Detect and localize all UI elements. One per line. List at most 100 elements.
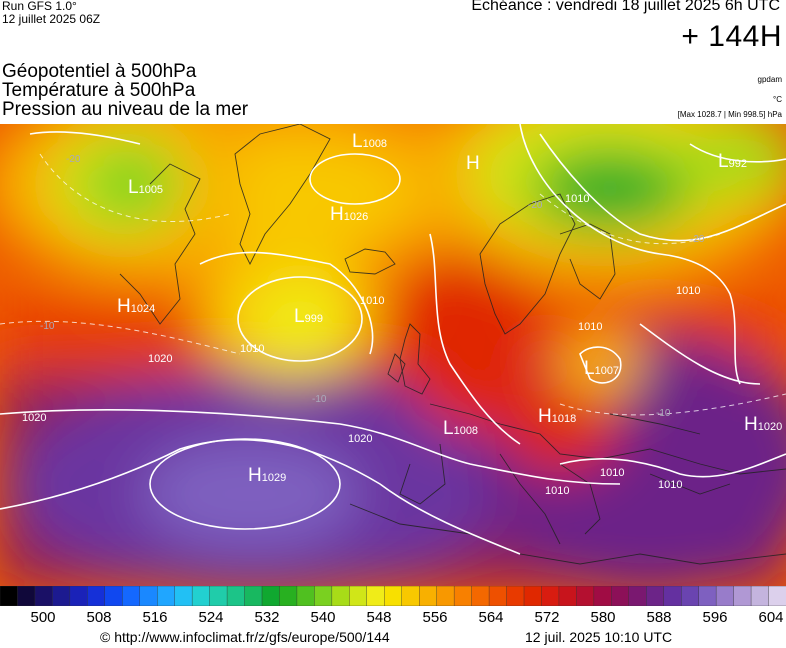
color-scale-cell: [122, 586, 141, 606]
color-scale-cell: [0, 586, 19, 606]
color-scale-cell: [541, 586, 560, 606]
color-scale-tick: 516: [142, 609, 168, 626]
field-pressure: Pression au niveau de la mer: [2, 99, 249, 120]
field-list: Géopotentiel à 500hPa Température à 500h…: [2, 62, 248, 119]
color-scale-cell: [715, 586, 735, 606]
color-scale-tick: 540: [310, 609, 336, 626]
pressure-center: H1020: [744, 414, 782, 435]
pressure-center: L992: [718, 151, 747, 172]
coastlines: [119, 124, 786, 565]
generated-time: 12 juil. 2025 10:10 UTC: [525, 629, 673, 645]
unit-pressure-range: [Max 1028.7 | Min 998.5] hPa: [677, 110, 782, 119]
color-scale-cell: [384, 586, 403, 606]
color-scale-cell: [558, 586, 578, 606]
isobar-label: 1010: [658, 479, 682, 491]
unit-geopotential: gpdam: [757, 75, 782, 84]
color-scale-cell: [681, 586, 700, 606]
color-scale-tick: 588: [646, 609, 672, 626]
pressure-center: L999: [294, 306, 323, 327]
color-scale-tick: 548: [366, 609, 392, 626]
pressure-center: H1018: [538, 406, 576, 427]
unit-temperature: °C: [773, 95, 782, 104]
color-scale-cell: [139, 586, 158, 606]
color-scale-cell: [174, 586, 193, 606]
isobar-label: 1010: [565, 193, 589, 205]
pressure-center: L1005: [128, 177, 163, 198]
color-scale-tick: 580: [590, 609, 616, 626]
isobars: [0, 124, 786, 555]
color-scale-cell: [663, 586, 682, 606]
color-scale-cell: [279, 586, 298, 606]
color-scale-cell: [331, 586, 351, 606]
color-scale: [0, 586, 786, 606]
color-scale-cell: [69, 586, 89, 606]
isotherms: [0, 153, 786, 416]
color-scale-ticks: 500 508 516 524 532 540 548 556 564 572 580 588 596 6…: [0, 606, 786, 630]
run-date: 12 juillet 2025 06Z: [2, 12, 101, 26]
geopotential-field: [0, 124, 786, 586]
color-scale-cell: [576, 586, 595, 606]
color-scale-cell: [314, 586, 333, 606]
color-scale-tick: 564: [478, 609, 504, 626]
isobar-labels: 1010 1010 1010 1010 1020 1020 1020 1010 …: [22, 193, 700, 497]
temperature-labels: -20 -20 -20 -10 -10 -10: [40, 154, 705, 419]
color-scale-cell: [261, 586, 281, 606]
color-scale-cell: [698, 586, 717, 606]
color-scale-cell: [750, 586, 770, 606]
pressure-center: H: [466, 153, 480, 174]
color-scale-cell: [156, 586, 176, 606]
color-scale-cell: [506, 586, 525, 606]
pressure-center: H1024: [117, 296, 155, 317]
isobar-label: 1020: [148, 353, 172, 365]
color-scale-tick: 596: [702, 609, 728, 626]
color-scale-cell: [366, 586, 385, 606]
color-scale-cell: [209, 586, 228, 606]
color-scale-tick: 532: [254, 609, 280, 626]
color-scale-cell: [611, 586, 630, 606]
temperature-label: -20: [66, 154, 81, 165]
color-scale-tick: 556: [422, 609, 448, 626]
lead-time: + 144H: [681, 20, 782, 53]
color-scale-cell: [733, 586, 752, 606]
color-scale-cell: [488, 586, 508, 606]
color-scale-tick: 524: [198, 609, 224, 626]
color-scale-cell: [244, 586, 263, 606]
isobar-label: 1010: [545, 485, 569, 497]
color-scale-cell: [646, 586, 665, 606]
color-scale-cell: [87, 586, 106, 606]
pressure-center: L1008: [443, 418, 478, 439]
weather-map: 1010 1010 1010 1010 1020 1020 1020 1010 …: [0, 124, 786, 586]
color-scale-cell: [419, 586, 438, 606]
forecast-valid-time: Echéance : vendredi 18 juillet 2025 6h U…: [471, 0, 780, 14]
temperature-label: -10: [656, 408, 671, 419]
color-scale-cell: [453, 586, 473, 606]
color-scale-cell: [349, 586, 368, 606]
temperature-label: -10: [40, 321, 55, 332]
pressure-center: L1008: [352, 131, 387, 152]
pressure-center: H1029: [248, 465, 286, 486]
isobar-label: 1010: [360, 295, 384, 307]
color-scale-cell: [104, 586, 123, 606]
color-scale-cell: [17, 586, 36, 606]
color-scale-tick: 500: [30, 609, 56, 626]
color-scale-tick: 508: [86, 609, 112, 626]
pressure-center: L1007: [584, 358, 619, 379]
temperature-label: -20: [528, 200, 543, 211]
color-scale-cell: [471, 586, 490, 606]
isobar-label: 1010: [240, 343, 264, 355]
color-scale-cell: [768, 586, 786, 606]
isobar-label: 1010: [676, 285, 700, 297]
color-scale-cell: [296, 586, 316, 606]
run-model: Run GFS 1.0°: [2, 0, 77, 13]
color-scale-cell: [226, 586, 246, 606]
pressure-center: H1026: [330, 204, 368, 225]
field-temperature: Température à 500hPa: [2, 80, 196, 101]
isobar-label: 1010: [600, 467, 624, 479]
color-scale-cell: [436, 586, 455, 606]
field-geopotential: Géopotentiel à 500hPa: [2, 61, 197, 82]
color-scale-cell: [191, 586, 211, 606]
source-url[interactable]: © http://www.infoclimat.fr/z/gfs/europe/…: [100, 629, 390, 645]
color-scale-tick: 572: [534, 609, 560, 626]
temperature-label: -10: [312, 394, 327, 405]
isobar-label: 1020: [22, 412, 46, 424]
